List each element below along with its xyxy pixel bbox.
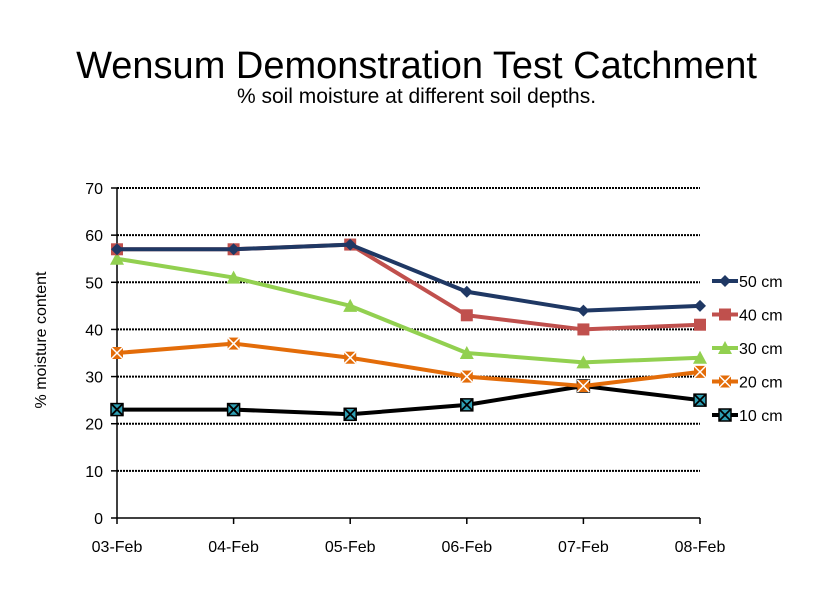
data-point [719,308,731,321]
data-point [576,379,590,393]
x-tick-labels: 03-Feb 04-Feb 05-Feb 06-Feb 07-Feb 08-Feb [92,539,726,556]
series-line [117,384,701,417]
data-point [693,365,707,379]
legend-entry: 20 cm [712,375,783,392]
y-tick-label: 70 [85,181,103,198]
data-point [227,243,240,256]
x-tick-label: 08-Feb [675,539,726,556]
y-axis-label: % moisture content [33,271,50,409]
y-tick-label: 20 [85,417,103,434]
data-point [226,402,241,417]
legend: 50 cm 40 cm 30 cm 20 cm 10 cm [712,274,783,425]
data-point [694,318,706,331]
series-10-cm [110,379,707,422]
data-point [719,275,731,287]
series-line [116,256,701,365]
legend-label: 50 cm [739,274,783,291]
data-point [343,298,358,312]
data-point [693,350,707,364]
gridlines [117,187,700,472]
data-point [460,309,473,322]
legend-label: 20 cm [739,375,783,392]
data-point [343,351,357,365]
legend-entry: 30 cm [712,341,783,358]
series-lines [110,238,707,422]
data-point [226,270,241,284]
series-line [116,341,701,388]
series-line [117,242,701,332]
chart-title: Wensum Demonstration Test Catchment [76,45,757,87]
x-tick-label: 04-Feb [208,539,259,556]
data-point [460,285,473,298]
x-tick-label: 06-Feb [441,539,492,556]
data-point [718,408,732,422]
data-point [110,251,124,265]
y-tick-label: 60 [85,228,103,245]
data-point [576,355,591,369]
data-point [344,238,357,251]
y-tick-label: 10 [85,464,103,481]
y-tick-label: 30 [85,370,103,387]
data-point [111,243,123,256]
data-point [110,402,124,417]
data-point [577,304,590,317]
series-20-cm [110,337,707,393]
series-50-cm [111,238,706,317]
axes [111,187,701,524]
data-point [718,374,732,389]
data-point [693,393,707,407]
legend-label: 40 cm [739,308,783,325]
legend-label: 10 cm [739,408,783,425]
legend-entry: 50 cm [712,274,783,291]
legend-entry: 10 cm [712,408,783,425]
data-point [110,346,124,360]
x-tick-label: 07-Feb [558,539,609,556]
legend-label: 30 cm [739,341,783,358]
legend-entry: 40 cm [712,308,783,325]
series-40-cm [111,238,706,336]
y-tick-label: 40 [85,322,103,339]
y-tick-label: 0 [94,511,103,528]
series-30-cm [110,251,707,369]
y-tick-label: 50 [85,275,103,292]
data-point [460,370,474,384]
data-point [694,299,706,312]
x-tick-label: 05-Feb [325,539,376,556]
data-point [459,346,474,359]
series-line [117,242,701,313]
y-tick-labels: 0 10 20 30 40 50 60 70 [85,181,103,528]
data-point [577,323,590,336]
data-point [227,337,241,351]
data-point [718,341,732,354]
chart-subtitle: % soil moisture at different soil depths… [236,85,597,108]
data-point [460,398,474,412]
data-point [343,407,357,422]
x-tick-label: 03-Feb [92,539,143,556]
